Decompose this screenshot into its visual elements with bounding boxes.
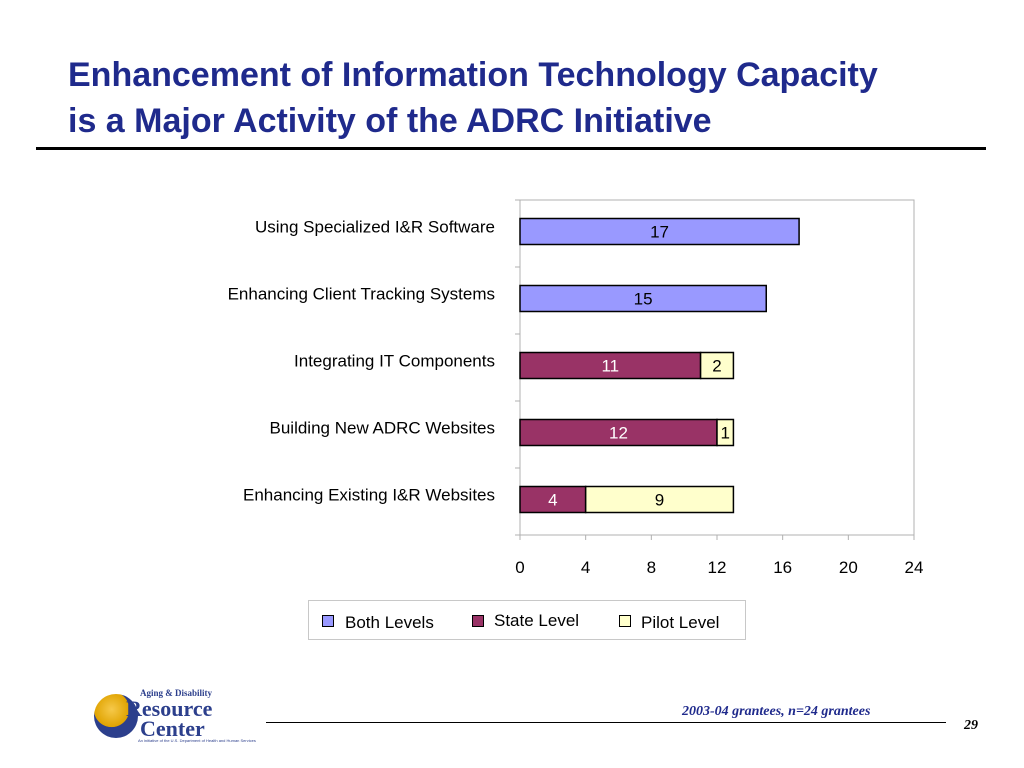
bar-segment [519, 418, 718, 447]
globe-icon [94, 694, 138, 738]
logo-line-4: An initiative of the U.S. Department of … [138, 738, 256, 743]
logo-line-2: Resource [126, 696, 213, 721]
legend-label-pilot: Pilot Level [641, 613, 720, 632]
value-axis-tick-label: 16 [773, 558, 792, 577]
bar-data-label: 4 [548, 491, 557, 510]
value-axis-tick-label: 8 [647, 558, 656, 577]
bar-data-label: 11 [601, 357, 619, 376]
bar-segment [699, 351, 735, 380]
bar-data-label: 15 [634, 290, 653, 309]
footer-divider [266, 722, 946, 723]
category-label: Using Specialized I&R Software [255, 218, 495, 237]
bar-data-label: 9 [655, 491, 664, 510]
bar-segment [519, 284, 767, 313]
legend-label-state: State Level [494, 611, 580, 630]
bar-data-label: 17 [650, 223, 669, 242]
legend-swatch-state [472, 615, 484, 627]
category-label: Building New ADRC Websites [270, 419, 496, 438]
page-number: 29 [964, 718, 978, 733]
logo-line-1: Aging & Disability [140, 688, 213, 698]
chart-legend: Both Levels State Level Pilot Level [308, 600, 746, 640]
category-label: Enhancing Existing I&R Websites [243, 486, 495, 505]
footnote: 2003-04 grantees, n=24 grantees [682, 704, 871, 719]
bar-segment [716, 418, 735, 447]
bar-segment [519, 485, 587, 514]
resource-center-logo: Aging & Disability Resource Center An in… [92, 688, 256, 744]
slide-title: Enhancement of Information Technology Ca… [68, 52, 968, 144]
bar-data-label: 12 [609, 424, 628, 443]
value-axis-tick-label: 20 [839, 558, 858, 577]
category-label: Enhancing Client Tracking Systems [228, 285, 495, 304]
bar-segment [584, 485, 735, 514]
value-axis-tick-label: 24 [905, 558, 924, 577]
value-axis-tick-label: 4 [581, 558, 590, 577]
bar-segment [519, 217, 800, 246]
bar-segment [519, 351, 702, 380]
value-axis-tick-label: 0 [515, 558, 524, 577]
value-axis-tick-label: 12 [708, 558, 727, 577]
bar-data-label: 1 [720, 424, 729, 443]
category-label: Integrating IT Components [294, 352, 495, 371]
legend-swatch-pilot [619, 615, 631, 627]
slide-title-line-1: Enhancement of Information Technology Ca… [68, 56, 878, 94]
slide-title-line-2: is a Major Activity of the ADRC Initiati… [68, 102, 712, 140]
bar-data-label: 2 [712, 357, 721, 376]
title-divider [36, 147, 986, 150]
legend-label-both: Both Levels [345, 613, 434, 632]
logo-line-3: Center [140, 716, 205, 741]
legend-swatch-both [322, 615, 334, 627]
